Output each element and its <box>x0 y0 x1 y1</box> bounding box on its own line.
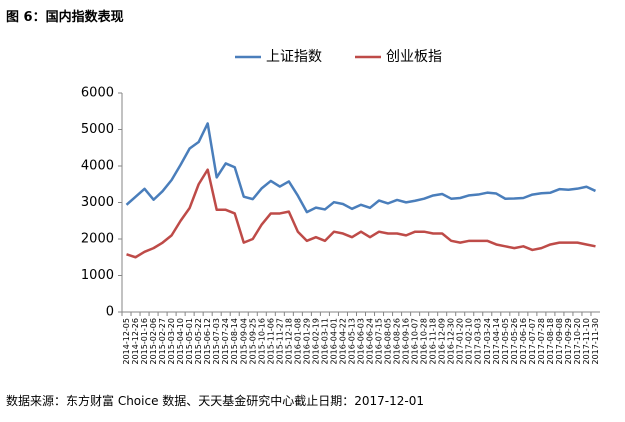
x-tick-label: 2015-09-04 <box>239 318 248 365</box>
x-tick-label: 2016-09-16 <box>402 318 411 365</box>
x-tick-label: 2015-07-24 <box>221 318 230 365</box>
x-tick-label: 2016-04-01 <box>329 318 338 365</box>
x-tick-label: 2016-06-03 <box>357 318 366 365</box>
y-tick-label: 4000 <box>81 159 114 174</box>
x-tick-label: 2017-06-16 <box>519 318 528 365</box>
legend-label: 上证指数 <box>266 49 322 65</box>
x-tick-label: 2016-08-26 <box>393 318 402 365</box>
x-tick-label: 2017-02-10 <box>465 318 474 365</box>
x-tick-label: 2017-05-05 <box>501 318 510 365</box>
x-tick-label: 2016-03-11 <box>320 318 329 365</box>
x-tick-label: 2016-12-30 <box>447 318 456 365</box>
y-tick-label: 0 <box>106 305 114 320</box>
series-line <box>126 168 596 259</box>
x-tick-label: 2015-07-03 <box>212 318 221 365</box>
x-tick-label: 2017-09-08 <box>555 318 564 365</box>
x-tick-label: 2017-03-03 <box>474 318 483 365</box>
x-tick-label: 2015-03-20 <box>167 318 176 365</box>
x-tick-label: 2015-04-10 <box>176 318 185 365</box>
source-note: 数据来源：东方财富 Choice 数据、天天基金研究中心截止日期：2017-12… <box>6 394 425 408</box>
x-tick-label: 2015-01-16 <box>140 318 149 365</box>
x-tick-label: 2016-11-18 <box>429 318 438 365</box>
x-tick-label: 2015-09-25 <box>248 318 257 365</box>
y-tick-label: 2000 <box>81 232 114 247</box>
x-tick-label: 2017-11-30 <box>591 318 600 365</box>
x-tick-label: 2014-12-05 <box>122 318 131 365</box>
x-tick-label: 2016-12-09 <box>438 318 447 365</box>
x-tick-label: 2015-10-16 <box>257 318 266 365</box>
x-tick-label: 2017-01-20 <box>456 318 465 365</box>
x-tick-label: 2015-05-01 <box>185 318 194 365</box>
x-tick-label: 2017-11-10 <box>582 318 591 365</box>
x-tick-label: 2015-02-27 <box>158 318 167 365</box>
x-tick-label: 2016-10-28 <box>420 318 429 365</box>
legend-label: 创业板指 <box>386 49 442 65</box>
x-tick-label: 2016-01-08 <box>293 318 302 365</box>
x-tick-label: 2016-02-19 <box>311 318 320 365</box>
y-tick-label: 1000 <box>81 268 114 283</box>
x-tick-label: 2016-01-29 <box>302 318 311 365</box>
x-tick-label: 2016-06-24 <box>366 318 375 365</box>
x-tick-label: 2017-09-29 <box>564 318 573 365</box>
x-tick-label: 2015-12-18 <box>284 318 293 365</box>
x-tick-label: 2015-11-06 <box>266 318 275 365</box>
y-tick-label: 5000 <box>81 122 114 137</box>
x-tick-label: 2017-04-14 <box>492 318 501 365</box>
chart: 0 1000 2000 3000 4000 5000 6000 2014-12-05 2014-… <box>81 49 600 365</box>
x-tick-label: 2016-04-22 <box>338 318 347 365</box>
x-tick-label: 2015-08-14 <box>230 318 239 365</box>
x-tick-label: 2015-05-22 <box>194 318 203 365</box>
x-tick-label: 2016-07-15 <box>375 318 384 365</box>
document-title: 图 6：国内指数表现 <box>6 10 124 25</box>
x-tick-label: 2015-11-27 <box>275 318 284 365</box>
x-tick-label: 2014-12-26 <box>131 318 140 365</box>
x-tick-label: 2017-07-28 <box>537 318 546 365</box>
x-tick-label: 2016-08-05 <box>384 318 393 365</box>
series-line <box>125 122 597 214</box>
y-tick-label: 6000 <box>81 86 114 101</box>
x-tick-label: 2016-05-13 <box>347 318 356 365</box>
x-tick-label: 2017-07-07 <box>528 318 537 365</box>
x-tick-label: 2017-03-24 <box>483 318 492 365</box>
x-tick-label: 2015-06-12 <box>203 318 212 365</box>
x-tick-label: 2016-10-07 <box>411 318 420 365</box>
y-tick-label: 3000 <box>81 195 114 210</box>
x-tick-label: 2017-10-20 <box>573 318 582 365</box>
x-tick-label: 2015-02-06 <box>149 318 158 365</box>
x-tick-label: 2017-05-26 <box>510 318 519 365</box>
x-tick-label: 2017-08-18 <box>546 318 555 365</box>
